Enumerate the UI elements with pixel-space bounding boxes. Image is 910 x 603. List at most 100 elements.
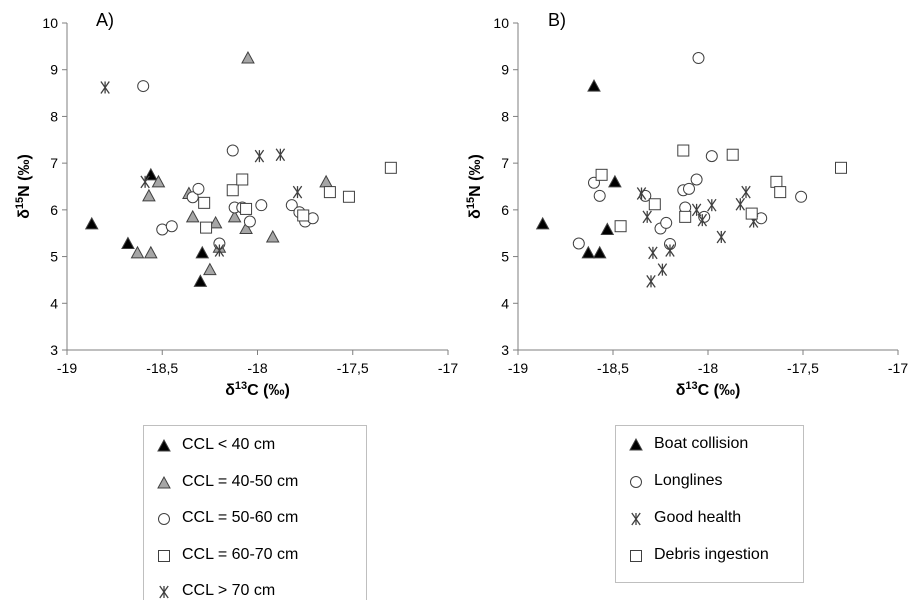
data-point — [601, 223, 613, 234]
data-point — [320, 176, 332, 187]
x-tick-label: -18 — [698, 360, 718, 376]
y-tick-label: 6 — [501, 202, 509, 218]
y-tick-label: 10 — [42, 15, 58, 31]
legend-marker — [631, 477, 642, 488]
panel-label: B) — [548, 10, 566, 30]
data-point — [658, 264, 666, 276]
data-point — [241, 203, 252, 214]
legend-marker — [158, 440, 170, 451]
x-axis-title: δ13C (‰) — [676, 380, 741, 399]
legend-marker — [159, 514, 170, 525]
legend-marker-icon — [154, 581, 174, 601]
x-tick-label: -17 — [888, 360, 908, 376]
data-point — [609, 176, 621, 187]
x-tick-label: -17 — [438, 360, 458, 376]
data-point — [194, 275, 206, 286]
data-point — [736, 198, 744, 210]
data-point — [796, 191, 807, 202]
y-tick-label: 5 — [50, 249, 58, 265]
y-tick-label: 9 — [50, 62, 58, 78]
data-point — [101, 81, 109, 93]
x-tick-label: -19 — [508, 360, 528, 376]
data-point — [836, 162, 847, 173]
legend-marker — [159, 550, 170, 561]
legend-marker — [158, 477, 170, 488]
data-point — [122, 237, 134, 248]
legend-marker-icon — [626, 434, 646, 454]
legend-label: CCL = 60-70 cm — [182, 546, 298, 564]
data-point — [692, 204, 700, 216]
legend-label: Good health — [654, 509, 741, 527]
panel-label: A) — [96, 10, 114, 30]
data-point — [255, 150, 263, 162]
series-triangle-black — [537, 80, 621, 258]
data-point — [661, 217, 672, 228]
x-tick-label: -19 — [57, 360, 77, 376]
data-point — [643, 211, 651, 223]
data-point — [615, 221, 626, 232]
data-point — [227, 185, 238, 196]
data-point — [771, 176, 782, 187]
data-point — [145, 247, 157, 258]
data-point — [86, 218, 98, 229]
y-tick-label: 6 — [50, 202, 58, 218]
y-tick-label: 8 — [501, 108, 509, 124]
y-tick-label: 4 — [501, 295, 509, 311]
legend-label: Debris ingestion — [654, 546, 769, 564]
legend-marker-icon — [154, 545, 174, 565]
x-tick-label: -18 — [247, 360, 267, 376]
legend-label: CCL = 50-60 cm — [182, 509, 298, 527]
y-tick-label: 3 — [50, 342, 58, 358]
panel-b-legend: Boat collision Longlines Good health Debris… — [615, 425, 804, 583]
data-point — [678, 145, 689, 156]
data-point — [227, 145, 238, 156]
x-tick-label: -18,5 — [597, 360, 629, 376]
legend-marker — [632, 513, 640, 525]
data-point — [666, 244, 674, 256]
x-tick-label: -17,5 — [337, 360, 369, 376]
x-tick-label: -17,5 — [787, 360, 819, 376]
legend-marker-icon — [626, 508, 646, 528]
legend-marker-icon — [154, 435, 174, 455]
data-point — [573, 238, 584, 249]
data-point — [537, 218, 549, 229]
legend-item: Boat collision — [626, 432, 748, 456]
legend-label: CCL = 40-50 cm — [182, 473, 298, 491]
y-tick-label: 7 — [50, 155, 58, 171]
data-point — [717, 231, 725, 243]
legend-item: CCL = 50-60 cm — [154, 506, 298, 530]
data-point — [594, 190, 605, 201]
data-point — [141, 176, 149, 188]
y-tick-label: 5 — [501, 249, 509, 265]
series-square-open — [596, 145, 846, 232]
data-point — [244, 216, 255, 227]
data-point — [196, 247, 208, 258]
legend-item: Longlines — [626, 469, 723, 493]
series-circle-open — [138, 81, 319, 249]
data-point — [775, 187, 786, 198]
data-point — [649, 247, 657, 259]
y-tick-label: 8 — [50, 108, 58, 124]
data-point — [343, 191, 354, 202]
y-tick-label: 9 — [501, 62, 509, 78]
legend-label: Longlines — [654, 472, 723, 490]
panel-a-legend: CCL < 40 cm CCL = 40-50 cm CCL = 50-60 cm C… — [143, 425, 367, 600]
data-point — [237, 174, 248, 185]
data-point — [276, 149, 284, 161]
data-point — [145, 169, 157, 180]
data-point — [691, 174, 702, 185]
legend-marker-icon — [154, 508, 174, 528]
data-point — [596, 169, 607, 180]
legend-item: CCL < 40 cm — [154, 433, 275, 457]
data-point — [138, 81, 149, 92]
data-point — [708, 199, 716, 211]
data-point — [256, 200, 267, 211]
y-tick-label: 4 — [50, 295, 58, 311]
data-point — [706, 151, 717, 162]
data-point — [201, 222, 212, 233]
data-point — [298, 210, 309, 221]
series-triangle-gray — [131, 52, 332, 275]
panel-b-chart: 345678910-19 -18,5 -18 -17,5 -17B)δ13C (‰)δ1… — [465, 10, 908, 399]
y-axis-title: δ15N (‰) — [14, 154, 33, 219]
legend-marker-icon — [154, 472, 174, 492]
